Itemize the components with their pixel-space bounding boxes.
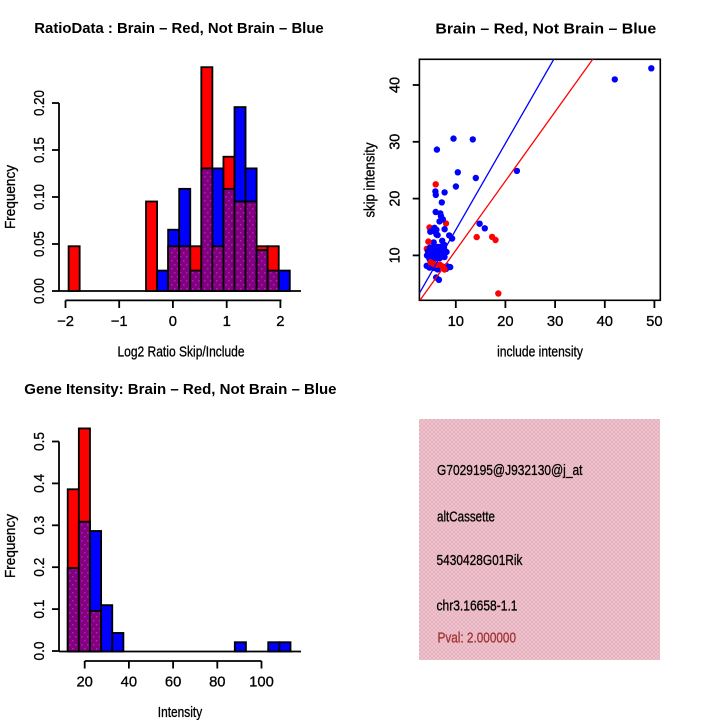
svg-text:Frequency: Frequency	[3, 164, 19, 229]
svg-text:30: 30	[388, 134, 404, 150]
svg-text:0: 0	[169, 314, 177, 330]
svg-text:1: 1	[223, 314, 231, 330]
svg-text:0.15: 0.15	[32, 137, 48, 163]
svg-text:20: 20	[497, 314, 513, 330]
svg-text:0.10: 0.10	[32, 184, 48, 210]
svg-text:Intensity: Intensity	[158, 705, 203, 720]
svg-text:0.1: 0.1	[32, 600, 48, 619]
svg-text:skip intensity: skip intensity	[363, 142, 379, 218]
svg-text:80: 80	[209, 674, 225, 690]
svg-text:20: 20	[76, 674, 92, 690]
svg-text:2: 2	[276, 314, 284, 330]
svg-text:−2: −2	[57, 314, 74, 330]
svg-text:G7029195@J932130@j_at: G7029195@J932130@j_at	[437, 463, 583, 479]
svg-text:Brain – Red, Not Brain – Blue: Brain – Red, Not Brain – Blue	[435, 20, 656, 37]
svg-text:50: 50	[646, 314, 662, 330]
svg-text:60: 60	[165, 674, 181, 690]
svg-text:0.3: 0.3	[32, 516, 48, 535]
svg-text:altCassette: altCassette	[437, 509, 495, 525]
svg-text:0.20: 0.20	[32, 90, 48, 116]
svg-text:30: 30	[547, 314, 563, 330]
svg-text:RatioData : Brain – Red, Not B: RatioData : Brain – Red, Not Brain – Blu…	[34, 20, 323, 37]
svg-text:0.5: 0.5	[32, 432, 48, 451]
svg-text:0.4: 0.4	[32, 474, 48, 493]
svg-text:Frequency: Frequency	[3, 513, 19, 578]
svg-text:chr3.16658-1.1: chr3.16658-1.1	[437, 599, 518, 615]
svg-text:Log2 Ratio Skip/Include: Log2 Ratio Skip/Include	[117, 344, 244, 360]
svg-text:10: 10	[388, 247, 404, 263]
svg-text:Pval: 2.000000: Pval: 2.000000	[438, 631, 517, 647]
svg-text:0.00: 0.00	[32, 278, 48, 304]
svg-text:Gene Itensity: Brain – Red, No: Gene Itensity: Brain – Red, Not Brain – …	[24, 381, 336, 398]
svg-text:40: 40	[597, 314, 613, 330]
svg-text:40: 40	[388, 77, 404, 93]
svg-text:100: 100	[249, 674, 274, 690]
svg-text:40: 40	[121, 674, 137, 690]
svg-text:0.0: 0.0	[32, 642, 48, 661]
svg-text:0.2: 0.2	[32, 558, 48, 577]
svg-text:include intensity: include intensity	[497, 344, 583, 360]
svg-text:10: 10	[448, 314, 464, 330]
svg-text:5430428G01Rik: 5430428G01Rik	[437, 553, 523, 569]
svg-text:20: 20	[388, 191, 404, 207]
svg-text:0.05: 0.05	[32, 231, 48, 257]
svg-text:−1: −1	[111, 314, 128, 330]
